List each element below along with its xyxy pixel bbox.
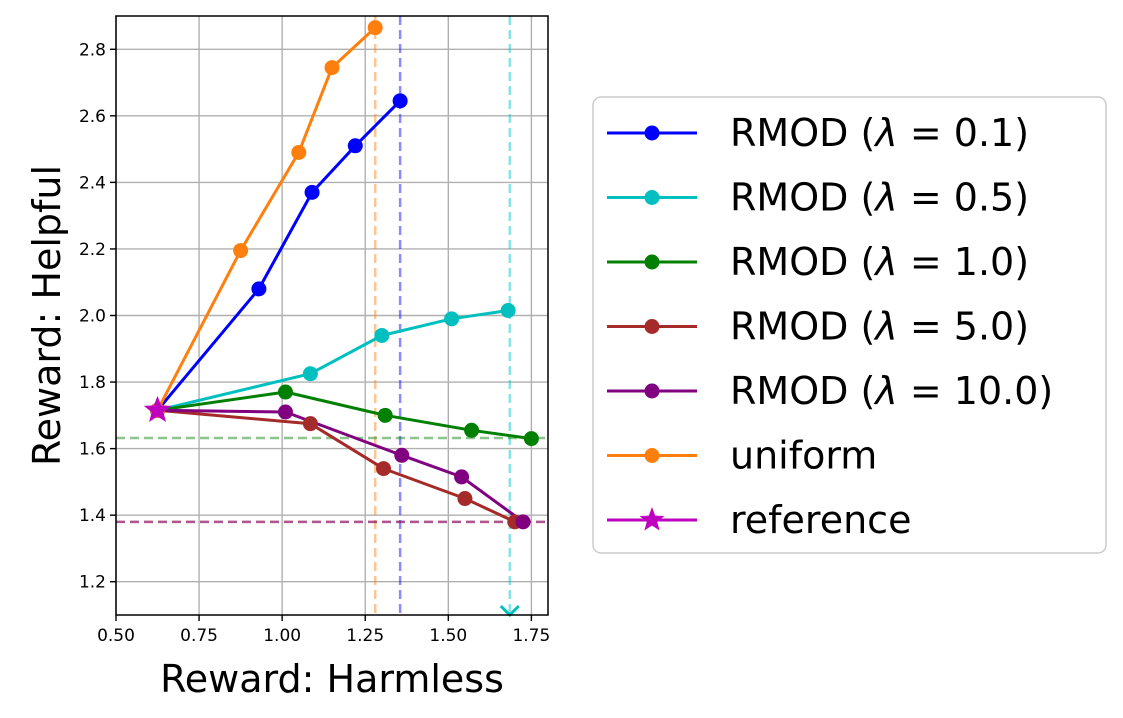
series-layer xyxy=(143,20,539,618)
data-point xyxy=(392,93,408,109)
data-point xyxy=(304,184,320,200)
legend-marker xyxy=(644,254,660,270)
series-line xyxy=(157,309,509,412)
y-tick-label: 1.8 xyxy=(79,373,106,393)
data-point xyxy=(367,20,383,36)
legend-marker xyxy=(639,507,665,531)
data-point xyxy=(277,384,293,400)
data-point xyxy=(394,447,410,463)
legend-marker xyxy=(644,383,660,399)
legend-label: RMOD (λ = 5.0) xyxy=(730,305,1029,349)
legend-label: RMOD (λ = 1.0) xyxy=(730,240,1029,284)
series-line xyxy=(156,26,377,411)
y-tick-label: 1.2 xyxy=(79,573,106,593)
legend-label: uniform xyxy=(730,434,877,478)
y-tick-label: 1.4 xyxy=(79,506,106,526)
x-tick-label: 1.75 xyxy=(512,626,550,646)
data-point xyxy=(347,138,363,154)
data-point xyxy=(444,311,460,327)
data-point xyxy=(302,416,318,432)
data-point xyxy=(500,303,516,319)
legend-label: RMOD (λ = 10.0) xyxy=(730,369,1053,413)
x-axis-title: Reward: Harmless xyxy=(160,657,504,701)
data-point xyxy=(454,469,470,485)
data-point xyxy=(302,366,318,382)
legend-marker xyxy=(644,319,660,334)
data-point xyxy=(233,243,249,259)
data-point xyxy=(515,514,531,530)
data-point xyxy=(457,491,473,507)
y-tick-label: 2.2 xyxy=(79,240,106,260)
y-tick-label: 2.8 xyxy=(79,40,106,60)
legend-label: RMOD (λ = 0.5) xyxy=(730,176,1029,220)
x-tick-label: 1.00 xyxy=(263,626,301,646)
data-point xyxy=(251,281,267,297)
x-tick-label: 1.25 xyxy=(346,626,384,646)
y-tick-label: 2.4 xyxy=(79,173,106,193)
reference-point xyxy=(143,395,172,423)
y-tick-label: 2.6 xyxy=(79,107,106,127)
y-axis-title: Reward: Helpful xyxy=(25,165,69,466)
legend: RMOD (λ = 0.1) RMOD (λ = 0.5) RMOD (λ = 1.… xyxy=(592,96,1107,554)
x-tick-label: 1.50 xyxy=(429,626,467,646)
legend-label: RMOD (λ = 0.1) xyxy=(730,111,1029,155)
data-point xyxy=(377,407,393,423)
series-line xyxy=(156,99,402,412)
data-point xyxy=(376,461,392,477)
data-point xyxy=(291,144,307,160)
axis-ticks: 0.50 0.75 1.00 1.25 1.50 1.75 1.2 1.4 1.6 1.8 2.0 2… xyxy=(79,40,550,646)
legend-marker xyxy=(644,125,660,141)
x-tick-label: 0.75 xyxy=(180,626,218,646)
legend-box xyxy=(592,96,1107,554)
legend-marker xyxy=(644,448,660,463)
y-tick-label: 1.6 xyxy=(79,440,106,460)
x-tick-label: 0.50 xyxy=(97,626,135,646)
data-point xyxy=(324,60,340,76)
data-point xyxy=(374,327,390,343)
legend-label: reference xyxy=(730,498,911,542)
y-tick-label: 2.0 xyxy=(79,307,106,327)
data-point xyxy=(277,404,293,420)
data-point xyxy=(464,422,480,438)
data-point xyxy=(523,431,539,447)
legend-marker xyxy=(644,190,660,205)
